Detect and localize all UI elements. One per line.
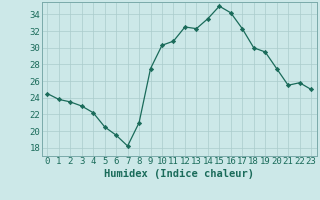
X-axis label: Humidex (Indice chaleur): Humidex (Indice chaleur) xyxy=(104,169,254,179)
